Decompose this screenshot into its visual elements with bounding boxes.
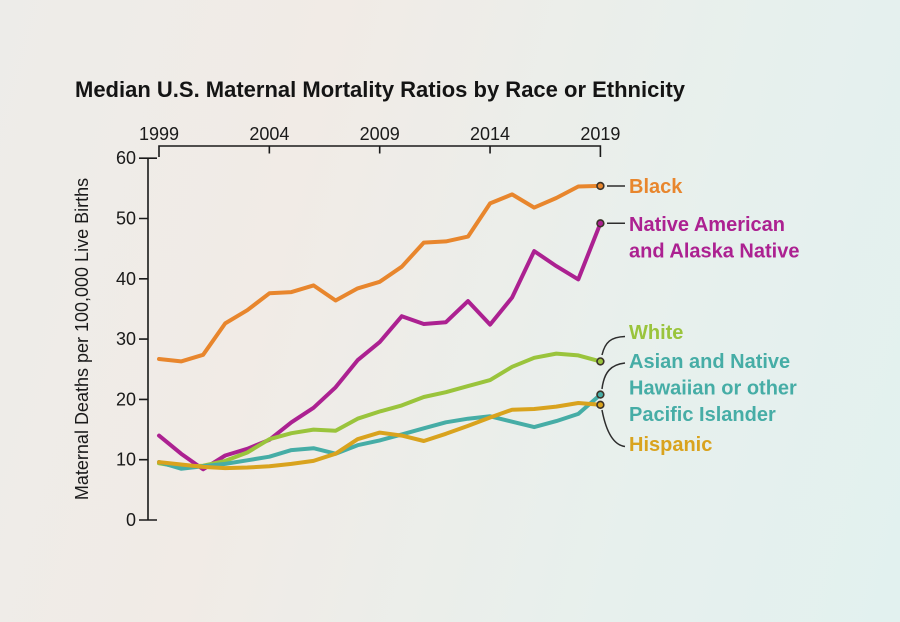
x-tick-label: 2019 (580, 124, 620, 144)
y-tick-label: 30 (116, 329, 136, 349)
series-line-0 (157, 183, 603, 364)
series-label-2: White (629, 322, 683, 344)
end-marker-2 (596, 357, 605, 366)
x-tick-label: 2014 (470, 124, 510, 144)
series-label-3: Hawaiian or other (629, 378, 797, 400)
leader-line-3 (601, 362, 626, 390)
y-tick-label: 40 (116, 269, 136, 289)
series-label-0: Black (629, 176, 683, 198)
end-marker-1 (596, 219, 605, 228)
series-lines (157, 183, 603, 472)
y-axis-line (139, 157, 157, 521)
y-tick-label: 60 (116, 148, 136, 168)
y-tick-label: 50 (116, 209, 136, 229)
series-line-4 (157, 401, 603, 471)
series-label-3: Asian and Native (629, 351, 790, 373)
x-tick-label: 2004 (249, 124, 289, 144)
series-label-3: Pacific Islander (629, 404, 776, 426)
x-tick-label: 1999 (139, 124, 179, 144)
y-axis: 0 10 20 30 40 50 60 (116, 148, 157, 530)
x-axis: 1999 2004 2009 2014 2019 (139, 124, 620, 157)
leader-lines (601, 185, 626, 448)
series-line-1 (157, 221, 603, 472)
series-label-4: Hispanic (629, 434, 712, 456)
chart-title: Median U.S. Maternal Mortality Ratios by… (75, 77, 686, 102)
series-end-markers (596, 181, 605, 410)
leader-line-2 (601, 335, 626, 356)
y-tick-label: 10 (116, 450, 136, 470)
y-axis-title: Maternal Deaths per 100,000 Live Births (72, 178, 92, 500)
end-marker-4 (596, 400, 605, 410)
x-tick-label: 2009 (360, 124, 400, 144)
series-line-3 (157, 392, 603, 471)
y-tick-label: 20 (116, 389, 136, 409)
y-tick-label: 0 (126, 510, 136, 530)
end-marker-0 (596, 181, 605, 191)
x-axis-line (158, 145, 602, 157)
series-label-1: and Alaska Native (629, 241, 799, 263)
series-labels: Black Native American and Alaska Native Whi… (629, 176, 799, 456)
end-marker-3 (596, 390, 605, 399)
leader-line-4 (601, 409, 626, 448)
series-label-1: Native American (629, 214, 785, 236)
series-line-2 (157, 351, 603, 469)
